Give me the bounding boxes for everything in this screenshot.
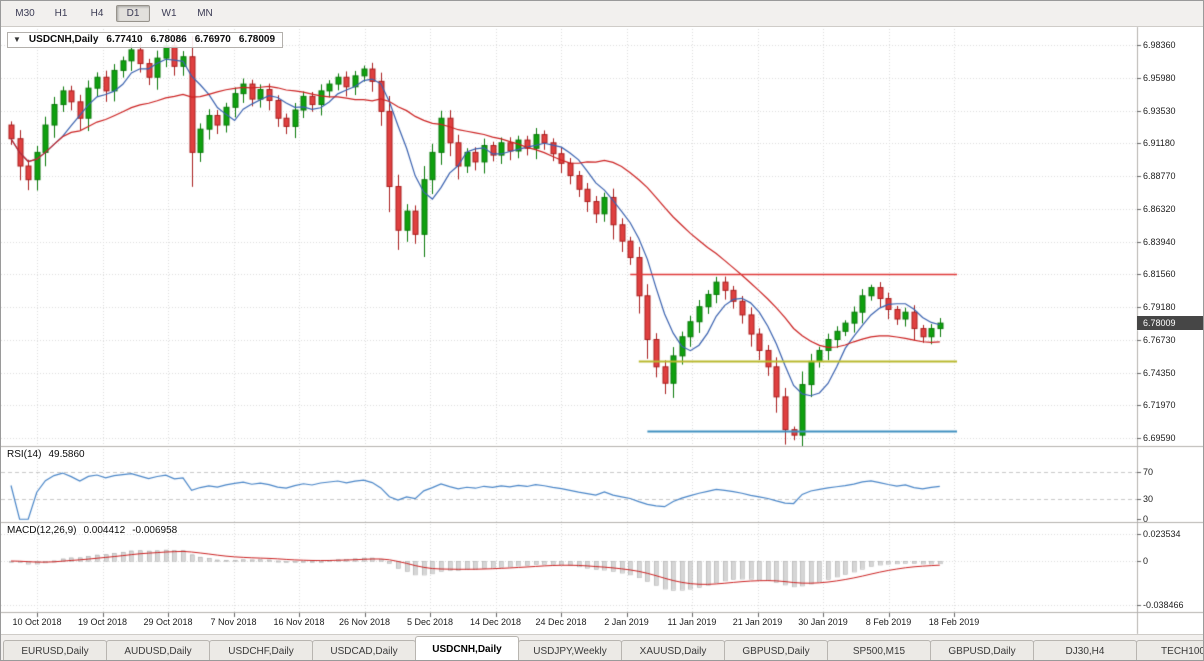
timeframe-button-d1[interactable]: D1 (116, 5, 150, 22)
tab-xauusd-daily[interactable]: XAUUSD,Daily (621, 640, 725, 660)
chart-symbol-label: USDCNH,Daily (28, 34, 99, 45)
ohlc-low-value: 6.76970 (194, 34, 231, 45)
timeframe-button-w1[interactable]: W1 (161, 8, 177, 19)
macd-title: MACD(12,26,9) (7, 525, 77, 536)
current-price-badge: 6.78009 (1137, 315, 1203, 330)
macd-signal-value: -0.006958 (132, 525, 178, 536)
tab-gbpusd-daily[interactable]: GBPUSD,Daily (930, 640, 1034, 660)
tab-usdjpy-weekly[interactable]: USDJPY,Weekly (518, 640, 622, 660)
tab-usdcad-daily[interactable]: USDCAD,Daily (312, 640, 416, 660)
tab-dj30-h4[interactable]: DJ30,H4 (1033, 640, 1137, 660)
rsi-title: RSI(14) (7, 449, 42, 460)
ohlc-open-value: 6.77410 (106, 34, 143, 45)
chart-info-box[interactable]: ▼ USDCNH,Daily 6.77410 6.78086 6.76970 6… (7, 32, 284, 48)
macd-header: MACD(12,26,9) 0.004412 -0.006958 (7, 525, 177, 536)
timeframe-button-h4[interactable]: H4 (90, 8, 104, 19)
tab-sp500-m15[interactable]: SP500,M15 (827, 640, 931, 660)
tab-gbpusd-daily[interactable]: GBPUSD,Daily (724, 640, 828, 660)
tab-usdcnh-daily[interactable]: USDCNH,Daily (415, 636, 519, 660)
rsi-value: 49.5860 (48, 449, 85, 460)
macd-main-value: 0.004412 (83, 525, 126, 536)
rsi-header: RSI(14) 49.5860 (7, 449, 85, 460)
tab-eurusd-daily[interactable]: EURUSD,Daily (3, 640, 107, 660)
tab-audusd-daily[interactable]: AUDUSD,Daily (106, 640, 210, 660)
ohlc-close-value: 6.78009 (238, 34, 276, 45)
tab-usdchf-daily[interactable]: USDCHF,Daily (209, 640, 313, 660)
tab-tech100-c[interactable]: TECH100,C (1136, 640, 1203, 660)
timeframe-button-mn[interactable]: MN (197, 8, 213, 19)
collapse-chart-icon[interactable]: ▼ (13, 35, 21, 44)
timeframe-toolbar: M30 H1 H4 D1 W1 MN (1, 1, 1203, 27)
chart-tab-bar: EURUSD,Daily AUDUSD,Daily USDCHF,Daily USDC… (1, 634, 1203, 660)
timeframe-button-m30[interactable]: M30 (15, 8, 35, 19)
ohlc-high-value: 6.78086 (150, 34, 187, 45)
timeframe-button-h1[interactable]: H1 (54, 8, 68, 19)
